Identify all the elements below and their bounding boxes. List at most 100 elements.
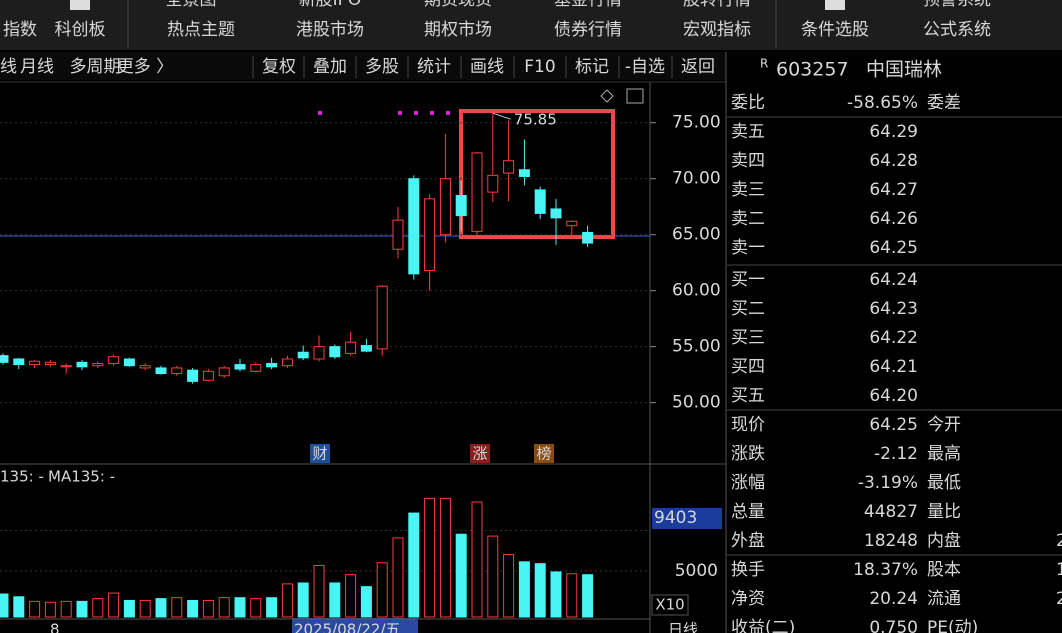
quote-value: 64.23 <box>869 299 918 319</box>
event-badge[interactable] <box>470 444 490 463</box>
y-tick-label: 50.00 <box>672 393 721 413</box>
candle-body <box>266 362 278 368</box>
candle-body <box>518 169 530 177</box>
volume-bar <box>266 597 278 618</box>
highlight-box <box>459 109 615 239</box>
volume-bar <box>376 562 388 618</box>
window-icon[interactable] <box>626 88 644 104</box>
quote-label: 买五 <box>731 386 765 406</box>
quote-value: 64.28 <box>869 151 918 171</box>
quote-label: 今开 <box>927 415 961 435</box>
y-tick-label: 60.00 <box>672 281 721 301</box>
volume-bar <box>329 582 341 618</box>
menu-item[interactable]: 公式系统 <box>923 20 991 40</box>
date-highlight <box>292 618 418 633</box>
toolbar-button[interactable]: 更多 〉 <box>117 57 173 77</box>
candle-body <box>76 361 88 368</box>
toolbar-button[interactable]: 返回 <box>681 57 715 77</box>
candle-body <box>171 367 183 375</box>
menu-item[interactable]: 新股IPO <box>299 0 362 10</box>
diamond-icon[interactable] <box>600 89 614 103</box>
quote-value: 20.24 <box>869 589 918 609</box>
candle-body <box>360 345 372 352</box>
candle-body <box>455 194 467 217</box>
menu-item[interactable]: 债券行情 <box>554 20 622 40</box>
volume-bar <box>455 533 467 618</box>
event-label[interactable]: 涨 <box>472 445 487 463</box>
candle-body <box>313 346 325 360</box>
toolbar-button[interactable]: 月线 <box>20 57 54 77</box>
toolbar-button[interactable]: 多周期 <box>70 57 121 77</box>
toolbar-button[interactable]: 统计 <box>417 57 451 77</box>
menu-item[interactable]: 基金行情 <box>554 0 622 10</box>
menu-item[interactable]: 指数 <box>3 20 37 40</box>
quote-label: 内盘 <box>927 531 961 551</box>
menu-item[interactable]: 科创板 <box>55 20 106 40</box>
toolbar-button[interactable]: 线 <box>0 57 17 77</box>
volume-bar <box>566 573 578 618</box>
toolbar-button[interactable]: 多股 <box>365 57 399 77</box>
menu-item[interactable]: 预警系统 <box>923 0 991 10</box>
menu-item[interactable]: 全景图 <box>166 0 217 10</box>
menu-item[interactable]: 热点主题 <box>167 20 235 40</box>
volume-bar <box>518 561 530 618</box>
candle-body <box>123 358 135 367</box>
menu-item[interactable]: 股转行情 <box>683 0 751 10</box>
candle-body <box>408 178 420 275</box>
volume-bar <box>582 574 594 618</box>
toolbar-button[interactable]: 标记 <box>575 57 609 77</box>
volume-bar <box>92 598 104 618</box>
menu-icon <box>70 0 90 10</box>
menu-item[interactable]: 港股市场 <box>296 20 364 40</box>
volume-bar <box>487 535 499 618</box>
quote-label: 卖四 <box>731 151 765 171</box>
annotation-arrow <box>492 112 511 120</box>
event-badge[interactable] <box>534 444 554 463</box>
volume-bar <box>218 597 230 618</box>
high-annotation: 75.85 <box>514 111 557 129</box>
toolbar-button[interactable]: 画线 <box>470 57 504 77</box>
y-tick-label: 55.00 <box>672 337 721 357</box>
candle-body <box>376 285 388 350</box>
quote-label: 最低 <box>927 473 961 493</box>
event-label[interactable]: 财 <box>312 445 327 463</box>
quote-label: 卖一 <box>731 238 765 258</box>
volume-bar <box>76 600 88 618</box>
volume-bar <box>0 593 9 618</box>
menu-item[interactable]: 条件选股 <box>801 20 869 40</box>
quote-label: 买二 <box>731 299 765 319</box>
candle-body <box>439 178 451 236</box>
menu-item[interactable]: 期货现货 <box>424 0 492 10</box>
candle-body <box>202 370 214 381</box>
event-label[interactable]: 榜 <box>536 445 551 463</box>
volume-bar <box>250 598 262 618</box>
unit-box <box>651 594 689 616</box>
quote-label: 收益(二) <box>731 618 795 633</box>
candle-body <box>297 351 309 359</box>
y-tick-label: 70.00 <box>672 169 721 189</box>
quote-value: 0.750 <box>869 618 918 633</box>
quote-value: -2.12 <box>874 444 918 464</box>
x-tick-label: 8 <box>50 621 60 633</box>
candle-body <box>503 160 515 174</box>
volume-bar <box>13 596 25 618</box>
y-tick-label: 75.00 <box>672 113 721 133</box>
toolbar-button[interactable]: 复权 <box>262 57 296 77</box>
candle-body <box>29 360 41 366</box>
menu-item[interactable]: 期权市场 <box>424 20 492 40</box>
event-badge[interactable] <box>310 444 330 463</box>
quote-value: 2 <box>1056 589 1062 609</box>
toolbar-button[interactable]: 叠加 <box>313 57 347 77</box>
menu-bar <box>0 0 1062 50</box>
indicator-label: MA135: - <box>48 468 115 486</box>
candle-body <box>13 358 25 366</box>
menu-item[interactable]: 宏观指标 <box>683 20 751 40</box>
volume-bar <box>503 553 515 618</box>
quote-value: 64.25 <box>869 415 918 435</box>
toolbar <box>0 52 726 80</box>
toolbar-button[interactable]: F10 <box>524 57 555 77</box>
toolbar-button[interactable]: -自选 <box>625 57 665 77</box>
volume-bar <box>202 599 214 618</box>
volume-bar <box>123 599 135 618</box>
